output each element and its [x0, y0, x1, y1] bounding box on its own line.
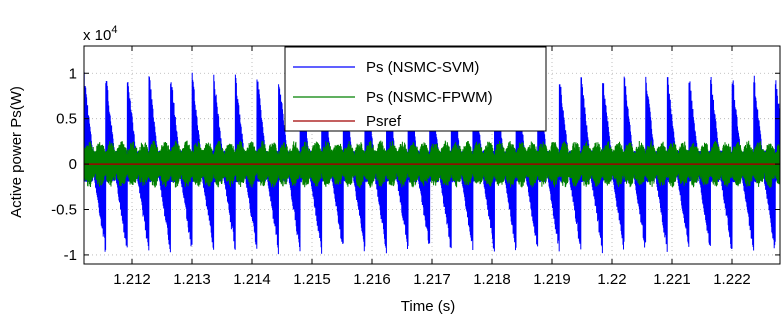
- legend-label-ps-nsmc-svm: Ps (NSMC-SVM): [366, 59, 479, 76]
- x-tick-label: 1.213: [173, 271, 211, 288]
- y-multiplier-label: x 104: [83, 24, 117, 44]
- x-tick-label: 1.212: [113, 271, 151, 288]
- y-tick-label: 0: [69, 156, 77, 173]
- x-tick-label: 1.216: [353, 271, 391, 288]
- legend-label-psref: Psref: [366, 113, 402, 130]
- x-tick-label: 1.221: [653, 271, 691, 288]
- x-axis-ticks: 1.212 1.213 1.214 1.215 1.216 1.217 1.218 1.219…: [113, 46, 751, 288]
- x-tick-label: 1.215: [293, 271, 331, 288]
- x-tick-label: 1.218: [473, 271, 511, 288]
- x-tick-label: 1.22: [597, 271, 626, 288]
- series-ps-nsmc-fpwm-line: [84, 140, 780, 188]
- x-tick-label: 1.222: [713, 271, 751, 288]
- x-axis-label: Time (s): [401, 298, 455, 315]
- y-tick-label: 0.5: [56, 111, 77, 128]
- y-tick-label: -0.5: [51, 202, 77, 219]
- y-axis-ticks: -1 -0.5 0 0.5 1: [51, 65, 780, 264]
- y-tick-label: 1: [69, 65, 77, 82]
- legend-box: [284, 46, 547, 132]
- y-axis-label: Active power Ps(W): [8, 86, 25, 218]
- legend: Ps (NSMC-SVM) Ps (NSMC-FPWM) Psref: [284, 46, 547, 132]
- series-layer: [84, 72, 780, 255]
- x-tick-label: 1.219: [533, 271, 571, 288]
- y-tick-label: -1: [64, 247, 77, 264]
- x-tick-label: 1.217: [413, 271, 451, 288]
- legend-label-ps-nsmc-fpwm: Ps (NSMC-FPWM): [366, 89, 493, 106]
- x-tick-label: 1.214: [233, 271, 271, 288]
